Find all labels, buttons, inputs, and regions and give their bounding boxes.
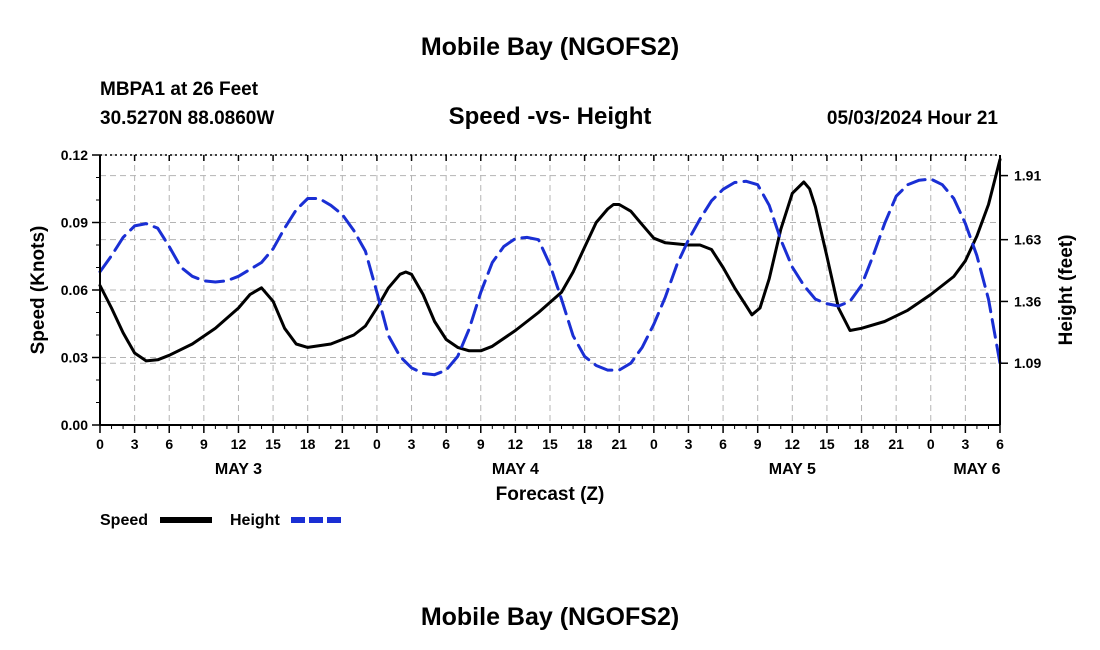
series-lines (98, 158, 1002, 377)
y2-tick-label: 1.36 (1014, 293, 1041, 309)
x-tick-label: 21 (888, 436, 904, 452)
x-tick-label: 3 (685, 436, 693, 452)
day-label: MAY 4 (492, 461, 539, 478)
x-tick-label: 6 (165, 436, 173, 452)
x-tick-label: 9 (754, 436, 762, 452)
y2-tick-label: 1.63 (1014, 232, 1041, 248)
y-axis-ticks: 0.00 0.03 0.06 0.09 0.12 (61, 147, 100, 433)
x-tick-label: 18 (300, 436, 316, 452)
legend: Speed Height (100, 512, 342, 529)
footer-title: Mobile Bay (NGOFS2) (421, 603, 679, 631)
day-label: MAY 6 (953, 461, 1000, 478)
legend-label-speed: Speed (100, 512, 148, 529)
y-tick-label: 0.12 (61, 147, 88, 163)
x-tick-label: 3 (131, 436, 139, 452)
y2-tick-label: 1.09 (1014, 355, 1041, 371)
y-tick-label: 0.06 (61, 282, 88, 298)
x-tick-label: 6 (719, 436, 727, 452)
x-tick-label: 9 (200, 436, 208, 452)
y-tick-label: 0.00 (61, 417, 88, 433)
x-axis-label: Forecast (Z) (496, 484, 605, 505)
station-coords: 30.5270N 88.0860W (100, 108, 274, 129)
y-tick-label: 0.03 (61, 350, 88, 366)
legend-label-height: Height (230, 512, 280, 529)
chart-title: Speed -vs- Height (449, 103, 652, 130)
x-tick-label: 9 (477, 436, 485, 452)
forecast-date: 05/03/2024 Hour 21 (827, 108, 999, 129)
x-tick-label: 15 (265, 436, 281, 452)
x-tick-label: 12 (231, 436, 247, 452)
y2-tick-label: 1.91 (1014, 168, 1041, 184)
x-tick-label: 12 (508, 436, 524, 452)
day-label: MAY 5 (769, 461, 816, 478)
x-tick-label: 15 (542, 436, 558, 452)
x-tick-label: 15 (819, 436, 835, 452)
x-tick-label: 12 (785, 436, 801, 452)
x-tick-label: 3 (408, 436, 416, 452)
x-tick-label: 0 (927, 436, 935, 452)
x-tick-label: 21 (611, 436, 627, 452)
x-tick-label: 18 (577, 436, 593, 452)
x-tick-label: 0 (373, 436, 381, 452)
y2-axis-label: Height (feet) (1056, 235, 1077, 346)
y2-axis-ticks: 1.09 1.36 1.63 1.91 (1000, 168, 1041, 371)
x-tick-label: 6 (442, 436, 450, 452)
y-tick-label: 0.09 (61, 215, 88, 231)
day-label: MAY 3 (215, 461, 262, 478)
x-tick-label: 6 (996, 436, 1004, 452)
series-line-speed (98, 158, 1002, 363)
y-axis-label: Speed (Knots) (28, 226, 49, 355)
x-tick-label: 18 (854, 436, 870, 452)
x-axis-ticks: 0 3 6 9 12 15 18 21 0 3 6 9 12 15 18 21 0 3 6 9 12 15 18 21 0 3 6 (96, 155, 1004, 452)
page-title: Mobile Bay (NGOFS2) (421, 33, 679, 61)
series-line-height (98, 177, 1002, 377)
x-tick-label: 21 (335, 436, 351, 452)
station-label: MBPA1 at 26 Feet (100, 79, 259, 100)
day-labels: MAY 3 MAY 4 MAY 5 MAY 6 (215, 461, 1001, 478)
x-tick-label: 0 (650, 436, 658, 452)
x-tick-label: 0 (96, 436, 104, 452)
x-tick-label: 3 (961, 436, 969, 452)
